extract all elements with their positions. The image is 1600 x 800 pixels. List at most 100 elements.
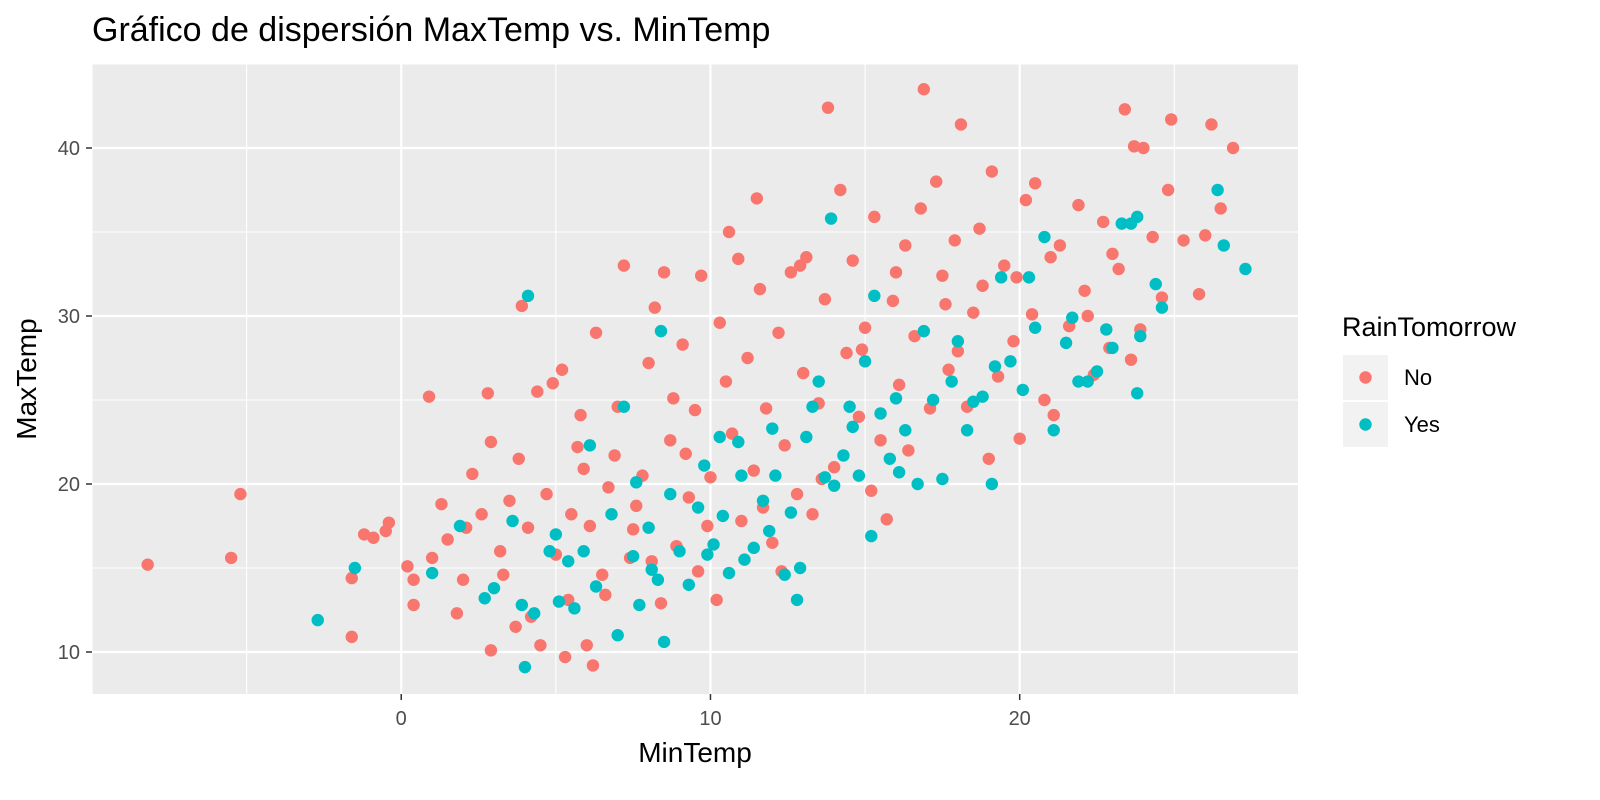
point-yes — [518, 660, 532, 674]
point-no — [475, 508, 488, 521]
point-yes — [800, 430, 813, 444]
point-no — [657, 266, 671, 279]
y-tick-label: 40 — [58, 138, 80, 160]
point-yes — [858, 355, 872, 368]
point-yes — [945, 375, 958, 388]
data-points — [141, 83, 1252, 674]
point-yes — [506, 514, 519, 528]
point-yes — [837, 449, 850, 462]
point-yes — [738, 553, 751, 566]
point-no — [1038, 393, 1051, 407]
point-no — [914, 202, 927, 215]
point-yes — [583, 439, 597, 452]
point-yes — [766, 422, 779, 435]
point-no — [345, 630, 358, 644]
point-no — [1010, 271, 1023, 284]
point-yes — [568, 602, 581, 615]
point-no — [865, 484, 878, 497]
point-yes — [657, 635, 671, 649]
point-no — [939, 298, 952, 311]
point-yes — [651, 573, 665, 586]
point-no — [382, 516, 396, 529]
point-yes — [713, 430, 726, 444]
point-yes — [552, 595, 566, 608]
point-no — [630, 499, 643, 513]
point-no — [954, 118, 968, 131]
point-no — [840, 346, 853, 360]
point-yes — [1149, 277, 1162, 291]
point-no — [688, 403, 702, 417]
point-yes — [843, 400, 856, 413]
point-no — [1137, 141, 1150, 155]
point-no — [694, 269, 708, 282]
point-no — [818, 293, 832, 306]
legend: RainTomorrow No Yes — [1342, 312, 1517, 447]
point-yes — [425, 566, 439, 580]
point-no — [967, 306, 980, 319]
point-no — [868, 210, 881, 224]
legend-label-yes: Yes — [1404, 412, 1440, 437]
point-no — [976, 279, 989, 292]
point-yes — [865, 529, 878, 543]
legend-swatch-no — [1359, 371, 1372, 384]
point-no — [580, 639, 593, 652]
point-no — [741, 351, 754, 365]
point-yes — [722, 566, 736, 580]
point-no — [589, 326, 603, 339]
point-yes — [1134, 329, 1147, 343]
point-no — [899, 239, 912, 252]
point-no — [596, 568, 609, 581]
point-yes — [985, 477, 999, 491]
legend-swatch-yes — [1359, 418, 1372, 431]
x-tick-label: 20 — [1009, 708, 1031, 730]
point-yes — [1100, 323, 1113, 336]
point-no — [617, 259, 631, 272]
point-yes — [589, 580, 603, 593]
point-no — [753, 282, 767, 296]
point-no — [1199, 229, 1212, 242]
point-yes — [642, 521, 655, 534]
point-no — [827, 461, 841, 474]
point-no — [1124, 353, 1138, 366]
point-no — [555, 363, 569, 376]
point-yes — [630, 476, 643, 489]
point-no — [889, 266, 903, 279]
point-no — [441, 533, 454, 546]
point-yes — [911, 477, 924, 491]
point-no — [917, 83, 931, 96]
point-no — [902, 444, 915, 457]
point-no — [806, 508, 819, 521]
point-no — [586, 659, 600, 672]
point-yes — [577, 545, 590, 558]
point-no — [1047, 408, 1060, 422]
point-no — [422, 390, 436, 403]
point-no — [942, 363, 955, 376]
point-yes — [960, 424, 974, 437]
point-no — [456, 573, 470, 586]
point-yes — [846, 420, 859, 434]
point-no — [1053, 239, 1067, 252]
point-no — [793, 259, 807, 272]
point-no — [407, 598, 420, 612]
x-tick-label: 10 — [699, 708, 721, 730]
point-no — [141, 558, 154, 571]
point-yes — [707, 538, 720, 551]
point-no — [1013, 432, 1026, 445]
point-yes — [951, 335, 965, 348]
point-no — [722, 225, 736, 239]
point-no — [664, 434, 677, 447]
point-yes — [1239, 262, 1252, 276]
point-no — [973, 222, 986, 235]
point-no — [991, 370, 1005, 383]
point-yes — [852, 469, 866, 482]
point-no — [509, 620, 522, 633]
point-no — [797, 366, 810, 380]
point-no — [982, 452, 995, 465]
legend-label-no: No — [1404, 365, 1432, 390]
point-yes — [883, 452, 897, 465]
point-yes — [654, 324, 668, 338]
point-no — [1155, 291, 1169, 304]
point-no — [667, 392, 680, 405]
plot-panel — [92, 64, 1298, 694]
point-no — [1081, 309, 1094, 323]
